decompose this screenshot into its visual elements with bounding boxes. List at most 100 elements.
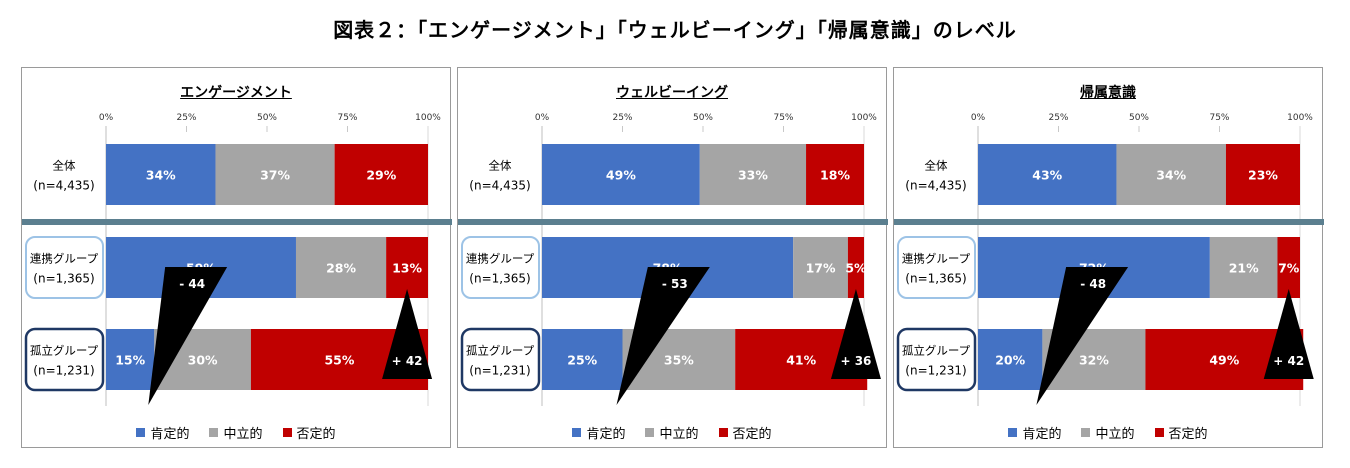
category-label: 孤立グループ — [466, 344, 535, 358]
category-n-label: (n=1,231) — [905, 364, 966, 378]
bar-segment-positive — [978, 329, 1043, 390]
data-label-positive: 25% — [567, 353, 597, 368]
bar-segment-negative — [1277, 237, 1300, 298]
category-label: 連携グループ — [30, 252, 99, 266]
increase-annotation: + 42 — [1273, 354, 1304, 368]
data-label-negative: 7% — [1278, 261, 1300, 276]
category-label: 全体 — [489, 159, 512, 173]
bar-segment-negative — [847, 237, 864, 298]
category-label: 連携グループ — [902, 252, 971, 266]
stacked-bar-chart: 0% 25% 50% 75% 100% 全体 (n=4,435) 34% 37% 29% 連携グルー… — [22, 113, 452, 406]
increase-annotation: + 36 — [840, 354, 871, 368]
axis-tick-label: 0% — [971, 113, 986, 123]
decrease-annotation: - 48 — [1080, 277, 1106, 291]
data-label-negative: 41% — [786, 353, 816, 368]
data-label-negative: 23% — [1248, 168, 1278, 183]
category-n-label: (n=1,231) — [469, 364, 530, 378]
axis-tick-label: 75% — [773, 113, 793, 123]
stacked-bar-chart: 0% 25% 50% 75% 100% 全体 (n=4,435) 43% 34% 23% 連携グルー… — [894, 113, 1324, 406]
group-label-box — [460, 327, 541, 392]
axis-tick-label: 75% — [1209, 113, 1229, 123]
bar-segment-positive — [542, 144, 700, 205]
category-n-label: (n=4,435) — [905, 179, 966, 193]
chart-title: エンゲージメント — [180, 85, 292, 101]
bar-segment-negative — [806, 144, 864, 205]
decrease-arrow — [148, 267, 228, 405]
group-label-box — [25, 236, 104, 299]
data-label-positive: 43% — [1032, 168, 1062, 183]
legend-item-negative: 否定的 — [1154, 423, 1208, 442]
data-label-negative: 55% — [324, 353, 354, 368]
data-label-neutral: 32% — [1079, 353, 1109, 368]
bar-segment-positive — [978, 144, 1117, 205]
axis-tick-label: 0% — [99, 113, 114, 123]
axis-tick-label: 100% — [415, 113, 441, 123]
decrease-arrow — [616, 267, 710, 405]
axis-tick-label: 50% — [257, 113, 277, 123]
chart-title: ウェルビーイング — [616, 85, 728, 101]
axis-tick-label: 100% — [1287, 113, 1313, 123]
increase-arrow — [830, 289, 881, 379]
increase-arrow — [382, 289, 433, 379]
category-label: 連携グループ — [466, 252, 535, 266]
category-n-label: (n=4,435) — [33, 179, 94, 193]
group-divider — [22, 219, 452, 225]
data-label-neutral: 37% — [260, 168, 290, 183]
data-label-neutral: 30% — [188, 353, 218, 368]
axis-tick-label: 75% — [337, 113, 357, 123]
group-divider — [458, 219, 888, 225]
legend-item-neutral: 中立的 — [209, 423, 263, 442]
axis-tick-label: 25% — [176, 113, 196, 123]
data-label-neutral: 17% — [806, 261, 836, 276]
data-label-positive: 49% — [606, 168, 636, 183]
axis-tick-label: 25% — [612, 113, 632, 123]
group-label-box — [24, 327, 105, 392]
category-label: 孤立グループ — [902, 344, 971, 358]
data-label-neutral: 35% — [664, 353, 694, 368]
legend-item-neutral: 中立的 — [1081, 423, 1135, 442]
data-label-negative: 29% — [366, 168, 396, 183]
category-label: 全体 — [925, 159, 948, 173]
chart-panel-engagement: エンゲージメント 0% 25% 50% 75% 100% 全体 (n=4,435) 34% 37… — [21, 67, 452, 448]
legend-item-positive: 肯定的 — [572, 423, 625, 442]
legend-item-positive: 肯定的 — [136, 423, 189, 442]
legend-item-negative: 否定的 — [282, 423, 336, 442]
data-label-positive: 20% — [995, 353, 1025, 368]
data-label-neutral: 21% — [1229, 261, 1259, 276]
chart-panel-wellbeing: ウェルビーイング 0% 25% 50% 75% 100% 全体 (n=4,435) 49% 33… — [457, 67, 888, 448]
bar-segment-positive — [106, 144, 216, 205]
group-label-box — [461, 236, 540, 299]
bar-segment-negative — [1225, 144, 1300, 205]
increase-annotation: + 42 — [392, 354, 423, 368]
category-n-label: (n=1,231) — [33, 364, 94, 378]
bar-segment-negative — [386, 237, 428, 298]
axis-tick-label: 100% — [851, 113, 877, 123]
axis-tick-label: 0% — [535, 113, 550, 123]
data-label-positive: 34% — [146, 168, 176, 183]
legend-item-negative: 否定的 — [718, 423, 772, 442]
legend: 肯定的 中立的 否定的 — [22, 423, 450, 442]
stacked-bar-chart: 0% 25% 50% 75% 100% 全体 (n=4,435) 49% 33% 18% 連携グルー… — [458, 113, 888, 406]
data-label-negative: 18% — [820, 168, 850, 183]
bar-segment-positive — [106, 329, 155, 390]
decrease-arrow — [1036, 267, 1129, 405]
axis-tick-label: 50% — [1129, 113, 1149, 123]
decrease-annotation: - 44 — [179, 277, 205, 291]
legend-item-neutral: 中立的 — [645, 423, 699, 442]
bar-segment-positive — [542, 329, 623, 390]
bar-segment-neutral — [1116, 144, 1226, 205]
bar-segment-neutral — [1209, 237, 1278, 298]
category-n-label: (n=4,435) — [469, 179, 530, 193]
data-label-neutral: 28% — [326, 261, 356, 276]
data-label-neutral: 33% — [738, 168, 768, 183]
data-label-negative: 5% — [845, 261, 867, 276]
increase-arrow — [1263, 289, 1314, 379]
category-label: 孤立グループ — [30, 344, 99, 358]
bar-segment-neutral — [295, 237, 387, 298]
legend: 肯定的 中立的 否定的 — [458, 423, 886, 442]
data-label-neutral: 34% — [1156, 168, 1186, 183]
legend-item-positive: 肯定的 — [1008, 423, 1061, 442]
axis-tick-label: 25% — [1048, 113, 1068, 123]
bar-segment-neutral — [699, 144, 807, 205]
bar-segment-neutral — [215, 144, 335, 205]
